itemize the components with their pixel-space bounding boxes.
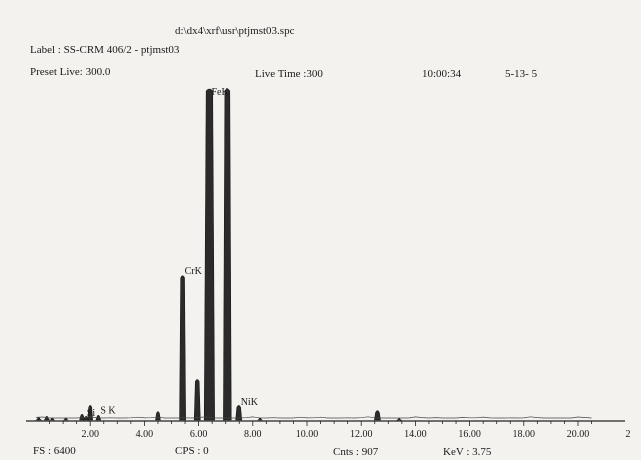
peak-label: S K <box>100 406 116 417</box>
spectrum-peak <box>155 411 161 421</box>
spectrum-peak <box>374 410 381 421</box>
background-noise-trace <box>35 416 592 419</box>
x-tick-label: 20.00 <box>567 429 590 440</box>
cps-readout: CPS : 0 <box>175 445 209 457</box>
clock-time: 10:00:34 <box>422 68 462 80</box>
counts-readout: Cnts : 907 <box>333 446 379 458</box>
preset-live: Preset Live: 300.0 <box>30 66 111 78</box>
spectrum-peak <box>179 275 186 421</box>
peaks-layer <box>35 88 592 421</box>
spectrum-peak <box>35 417 43 421</box>
x-tick-label: 2 <box>626 429 631 440</box>
x-tick-label: 2.00 <box>81 429 99 440</box>
spectrum-peak <box>235 405 243 421</box>
peak-label: FeK <box>211 87 229 98</box>
x-tick-label: 6.00 <box>190 429 208 440</box>
peak-label: NiK <box>241 397 259 408</box>
x-tick-label: 10.00 <box>296 429 319 440</box>
spectrum-peak <box>203 88 215 421</box>
spectrum-peak <box>193 379 201 421</box>
spectrum-peak <box>79 413 85 421</box>
ticks-layer: 2.00 4.00 6.00 8.00 10.00 12.00 14.00 16.00 18.0… <box>49 421 631 440</box>
full-scale: FS : 6400 <box>33 445 76 457</box>
acquisition-date: 5-13- 5 <box>505 68 538 80</box>
x-tick-label: 4.00 <box>136 429 154 440</box>
kev-readout: KeV : 3.75 <box>443 446 492 458</box>
x-tick-label: 18.00 <box>513 429 536 440</box>
file-path: d:\dx4\xrf\usr\ptjmst03.spc <box>175 25 295 37</box>
x-tick-label: 12.00 <box>350 429 373 440</box>
spectrum-peak <box>43 416 50 421</box>
spectrum-peak <box>396 418 402 421</box>
spectrum-peak <box>87 405 93 421</box>
peak-labels-layer: CrK FeK NiK S K Si <box>87 87 259 419</box>
peak-label: CrK <box>185 266 203 277</box>
spectrum-label: Label : SS-CRM 406/2 - ptjmst03 <box>30 44 180 56</box>
spectrum-peak <box>223 88 232 421</box>
live-time: Live Time :300 <box>255 68 323 80</box>
x-tick-label: 14.00 <box>404 429 427 440</box>
x-tick-label: 16.00 <box>458 429 481 440</box>
peak-label: Si <box>87 408 96 419</box>
x-tick-label: 8.00 <box>244 429 262 440</box>
